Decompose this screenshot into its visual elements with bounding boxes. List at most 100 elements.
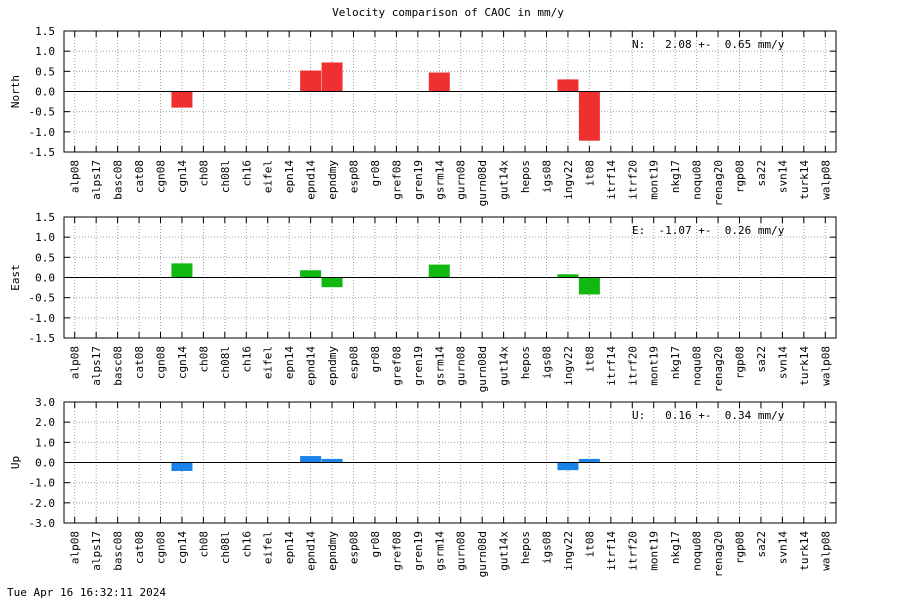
panel-2-xtick-label-gut14x: gut14x (498, 346, 511, 386)
panel-1-xtick-label-sa22: sa22 (755, 160, 768, 187)
panel-3-xtick-label-eifel: eifel (262, 531, 275, 564)
panel-3-bar-cgn14 (171, 462, 193, 471)
panel-3-xtick-label-sa22: sa22 (755, 531, 768, 558)
panel-3-xtick-label-turk14: turk14 (798, 531, 811, 571)
chart-title: Velocity comparison of CAOC in mm/y (332, 6, 564, 19)
panel-2-xtick-label-cat08: cat08 (133, 346, 146, 379)
panel-2-xtick-label-gref08: gref08 (390, 346, 403, 386)
panel-1-ylabel: North (9, 75, 22, 108)
panel-1-xtick-label-basc08: basc08 (112, 160, 125, 200)
panel-2-ylabel: East (9, 264, 22, 291)
panel-2-xtick-label-ingv22: ingv22 (562, 346, 575, 386)
panel-3-xtick-label-gref08: gref08 (390, 531, 403, 571)
panel-3-ytick-label: 3.0 (35, 396, 55, 409)
panel-3-xtick-label-cgn08: cgn08 (155, 531, 168, 564)
panel-2-xtick-label-esp08: esp08 (348, 346, 361, 379)
panel-1-xtick-label-alps17: alps17 (90, 160, 103, 200)
panel-3-bar-epnd14 (300, 456, 322, 463)
panel-3-xtick-label-alp08: alp08 (69, 531, 82, 564)
panel-2-xtick-label-itrf20: itrf20 (626, 346, 639, 386)
panel-2-xtick-label-noqu08: noqu08 (691, 346, 704, 386)
panel-2-xtick-label-ch08: ch08 (197, 346, 210, 373)
panel-3-xtick-label-rgp08: rgp08 (734, 531, 747, 564)
panel-1-xtick-label-epnd14: epnd14 (305, 160, 318, 200)
panel-1-xtick-label-gr08: gr08 (369, 160, 382, 187)
panel-2-xtick-label-sa22: sa22 (755, 346, 768, 373)
panel-3-xtick-label-gut14x: gut14x (498, 531, 511, 571)
panel-1-xtick-label-epndmy: epndmy (326, 160, 339, 200)
panel-2-xtick-label-cgn08: cgn08 (155, 346, 168, 379)
panel-1-ytick-label: 1.5 (35, 25, 55, 38)
panel-2-xtick-label-eifel: eifel (262, 346, 275, 379)
panel-3-ytick-label: 0.0 (35, 457, 55, 470)
panel-3-xtick-label-cat08: cat08 (133, 531, 146, 564)
panel-2-xtick-label-epndmy: epndmy (326, 346, 339, 386)
panel-1-ytick-label: 0.5 (35, 65, 55, 78)
panel-2-xtick-label-hepos: hepos (519, 346, 532, 379)
timestamp-footer: Tue Apr 16 16:32:11 2024 (7, 586, 166, 599)
panel-2-bar-it08 (578, 277, 600, 295)
panel-3-xtick-label-itrf14: itrf14 (605, 531, 618, 571)
panel-3-xtick-label-epndmy: epndmy (326, 531, 339, 571)
panel-3-xtick-label-gren19: gren19 (412, 531, 425, 571)
panel-2-xtick-label-walp08: walp08 (819, 346, 832, 386)
panel-1-xtick-label-gref08: gref08 (390, 160, 403, 200)
panel-2-xtick-label-gurn08d: gurn08d (476, 346, 489, 392)
panel-1-xtick-label-cat08: cat08 (133, 160, 146, 193)
panel-1-bar-gsrm14 (428, 72, 450, 92)
panel-3-bar-epndmy (321, 458, 343, 463)
panel-3-xtick-label-gr08: gr08 (369, 531, 382, 558)
panel-2-ytick-label: -1.0 (29, 312, 56, 325)
panel-1-xtick-label-walp08: walp08 (819, 160, 832, 200)
panel-2-bar-cgn14 (171, 263, 193, 278)
panel-2-xtick-label-mont19: mont19 (648, 346, 661, 386)
panel-1-ytick-label: -1.5 (29, 146, 56, 159)
panel-2-ytick-label: 0.0 (35, 272, 55, 285)
panel-3-xtick-label-it08: it08 (583, 531, 596, 558)
panel-3-ytick-label: 2.0 (35, 416, 55, 429)
panel-1-xtick-label-noqu08: noqu08 (691, 160, 704, 200)
panel-1-ytick-label: -1.0 (29, 126, 56, 139)
panel-2-xtick-label-alp08: alp08 (69, 346, 82, 379)
panel-2-bar-epnd14 (300, 270, 322, 278)
panel-3-xtick-label-igs08: igs08 (541, 531, 554, 564)
panel-3-xtick-label-alps17: alps17 (90, 531, 103, 571)
panel-1-xtick-label-ingv22: ingv22 (562, 160, 575, 200)
panel-2-xtick-label-renag20: renag20 (712, 346, 725, 392)
panel-3-xtick-label-ingv22: ingv22 (562, 531, 575, 571)
panel-2-xtick-label-basc08: basc08 (112, 346, 125, 386)
panel-1-xtick-label-ch16: ch16 (240, 160, 253, 187)
panel-3-xtick-label-walp08: walp08 (819, 531, 832, 571)
panel-1-xtick-label-gurn08d: gurn08d (476, 160, 489, 206)
panel-3-bar-ingv22 (557, 462, 579, 471)
panel-1-xtick-label-gurn08: gurn08 (455, 160, 468, 200)
panel-3-ytick-label: -1.0 (29, 477, 56, 490)
panel-1-xtick-label-gren19: gren19 (412, 160, 425, 200)
panel-1-xtick-label-ch08l: ch08l (219, 160, 232, 193)
panel-3-xtick-label-epnd14: epnd14 (305, 531, 318, 571)
panel-1-xtick-label-itrf14: itrf14 (605, 160, 618, 200)
panel-2-xtick-label-gurn08: gurn08 (455, 346, 468, 386)
panel-2-xtick-label-svn14: svn14 (776, 346, 789, 379)
panel-2-xtick-label-it08: it08 (583, 346, 596, 373)
panel-2-xtick-label-gsrm14: gsrm14 (433, 346, 446, 386)
panel-3-xtick-label-itrf20: itrf20 (626, 531, 639, 571)
panel-2-xtick-label-gren19: gren19 (412, 346, 425, 386)
panel-1-xtick-label-cgn08: cgn08 (155, 160, 168, 193)
panel-2-ytick-label: -0.5 (29, 292, 56, 305)
panel-1-xtick-label-epn14: epn14 (283, 160, 296, 193)
panel-2-stats-annotation: E: -1.07 +- 0.26 mm/y (632, 224, 785, 237)
panel-2-xtick-label-epnd14: epnd14 (305, 346, 318, 386)
panel-1-xtick-label-igs08: igs08 (541, 160, 554, 193)
panel-1-bar-cgn14 (171, 91, 193, 108)
panel-1-bar-epnd14 (300, 70, 322, 92)
panel-3-xtick-label-cgn14: cgn14 (176, 531, 189, 564)
panel-2-xtick-label-alps17: alps17 (90, 346, 103, 386)
panel-1-xtick-label-gsrm14: gsrm14 (433, 160, 446, 200)
panel-3-xtick-label-noqu08: noqu08 (691, 531, 704, 571)
panel-1-xtick-label-rgp08: rgp08 (734, 160, 747, 193)
panel-1-xtick-label-esp08: esp08 (348, 160, 361, 193)
panel-1-xtick-label-alp08: alp08 (69, 160, 82, 193)
panel-2-xtick-label-epn14: epn14 (283, 346, 296, 379)
